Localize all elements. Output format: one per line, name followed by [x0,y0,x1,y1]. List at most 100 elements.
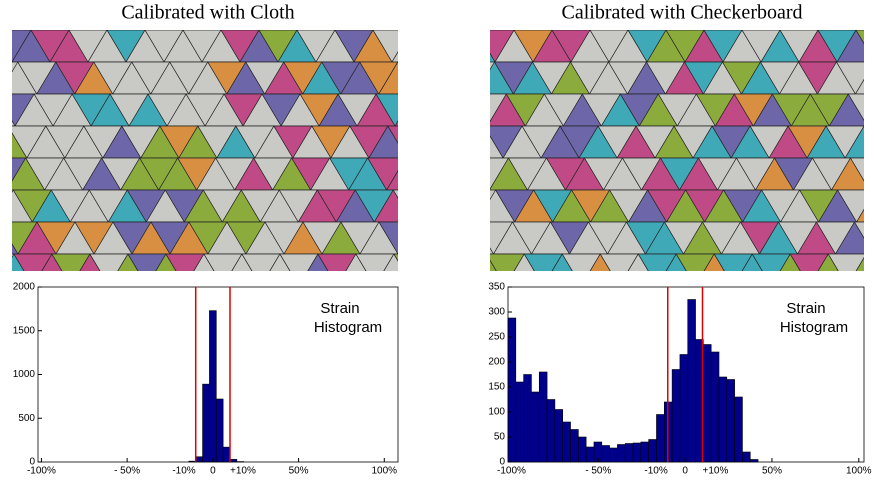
bar [648,439,657,463]
mesh-triangle [844,125,864,159]
bar [679,354,689,463]
bar [710,351,720,463]
mesh-triangle [387,125,398,144]
bar [523,374,532,463]
mesh-triangle [430,30,468,62]
mesh-triangle [411,30,449,62]
mesh-triangle [83,286,121,318]
mesh-triangle [855,257,864,271]
y-tick-label: 1500 [13,325,36,336]
mesh-triangle [436,222,474,254]
bar [656,414,665,463]
mesh-triangle [417,222,455,254]
mesh-triangle [544,30,546,31]
x-tick-label: 100% [371,466,397,477]
bar [554,409,564,463]
mesh-triangle [826,286,864,318]
bar [209,310,217,463]
mesh-triangle [849,157,864,182]
mesh-triangle [855,30,864,45]
mesh-triangle [414,94,452,126]
x-tick-label: 100% [846,466,872,477]
mesh-image [0,0,489,318]
mesh-triangle [100,30,102,31]
bar [515,381,524,463]
mesh-triangle [386,0,424,30]
mesh-triangle [394,120,398,127]
bar [507,317,517,463]
bar [202,383,210,463]
mesh-triangle [375,93,398,127]
mesh-triangle [854,78,864,95]
mesh-triangle [0,158,7,190]
bar [640,441,649,463]
mesh-triangle [490,247,495,255]
y-tick-label: 50 [494,432,506,443]
mesh-triangle [506,30,546,31]
bar [726,379,735,463]
bar [609,447,618,463]
mesh-triangle [159,286,197,318]
mesh-triangle [853,221,864,239]
mesh-triangle [24,30,26,31]
threshold-label: -10% [172,466,195,477]
mesh-triangle [366,30,368,31]
mesh-triangle [436,62,474,94]
bar [188,460,197,463]
mesh-triangle [451,254,489,286]
x-tick-label: 0 [682,466,688,477]
bar [531,391,540,463]
mesh-triangle [12,30,26,31]
mesh-triangle [372,30,398,63]
mesh-triangle [445,126,483,158]
mesh-triangle [393,253,398,262]
bar [718,376,728,463]
y-tick-label: 300 [488,307,505,318]
y-tick-label: 0 [29,457,35,468]
threshold-label: +10% [230,466,256,477]
mesh-triangle [407,126,445,158]
annotation: Histogram [314,319,382,336]
mesh-triangle [378,221,398,255]
bar [742,451,751,463]
mesh-triangle [432,254,470,286]
bar [585,446,595,463]
mesh-triangle [503,286,541,318]
bar [195,456,203,463]
mesh-triangle [863,125,864,127]
mesh-triangle [731,286,769,318]
mesh-triangle [45,286,83,318]
x-tick-label: 50% [289,466,309,477]
bar [601,445,610,463]
mesh-triangle [406,158,444,190]
y-tick-label: 1000 [13,369,36,380]
x-tick-label: 0 [210,466,216,477]
x-tick-label: 50% [762,466,782,477]
y-tick-label: 250 [488,332,505,343]
mesh-triangle [397,61,398,64]
mesh-triangle [368,286,406,318]
mesh-triangle [386,170,398,191]
bar [624,443,634,463]
mesh-triangle [290,30,330,31]
mesh-triangle [0,286,7,318]
mesh-triangle [383,253,398,271]
x-tick-label: - 50% [114,466,140,477]
bar [749,459,759,463]
mesh-triangle [254,286,292,318]
mesh-triangle [693,286,731,318]
mesh-triangle [426,126,464,158]
mesh-triangle [413,254,451,286]
y-tick-label: 350 [488,282,505,293]
mesh-triangle [431,190,469,222]
mesh-triangle [62,30,102,31]
mesh-triangle [845,286,876,318]
y-tick-label: 500 [18,413,35,424]
y-tick-label: 150 [488,382,505,393]
mesh-triangle [636,286,674,318]
x-tick-label: - 50% [585,466,611,477]
mesh-triangle [506,30,508,31]
y-tick-label: 100 [488,407,505,418]
